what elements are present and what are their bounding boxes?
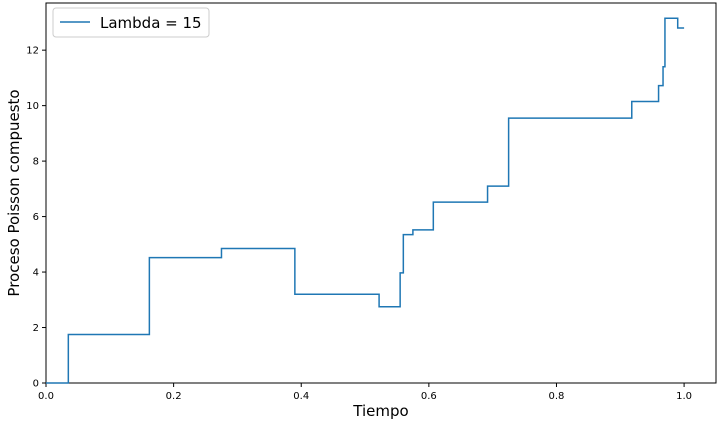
y-tick-label: 8 [33,157,39,168]
x-tick-label: 1.0 [676,391,692,402]
legend-entry: Lambda = 15 [100,14,202,32]
y-axis-ticks: 0 2 4 6 8 10 12 [26,46,46,390]
y-axis-label: Proceso Poisson compuesto [5,89,23,296]
y-tick-label: 6 [33,212,39,223]
x-axis-label: Tiempo [352,402,408,420]
x-tick-label: 0.2 [166,391,182,402]
x-tick-label: 0.8 [549,391,565,402]
x-axis-ticks: 0.0 0.2 0.4 0.6 0.8 1.0 [38,383,692,402]
x-tick-label: 0.4 [293,391,309,402]
legend-box [52,7,210,38]
x-tick-label: 0.0 [38,391,54,402]
y-tick-label: 0 [33,379,39,390]
y-tick-label: 2 [33,323,39,334]
series-layer [46,17,685,384]
y-tick-label: 4 [33,268,39,279]
legend: Lambda = 15 [52,7,210,38]
y-tick-label: 10 [26,101,39,112]
x-tick-label: 0.6 [421,391,437,402]
y-tick-label: 12 [26,46,39,57]
series-line [46,17,685,384]
plot-area [45,2,717,384]
